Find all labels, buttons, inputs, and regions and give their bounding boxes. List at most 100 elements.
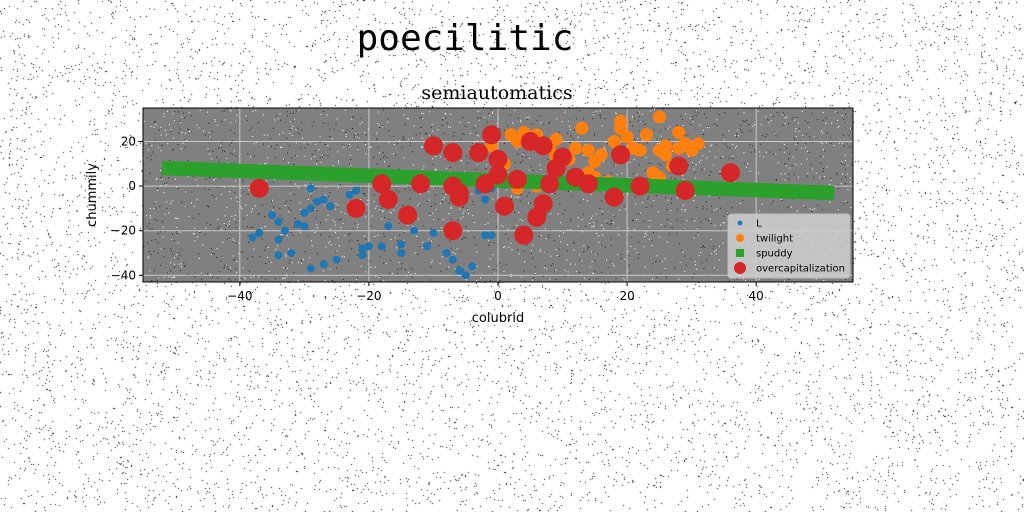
point-overcapitalization xyxy=(346,198,366,218)
point-l xyxy=(384,222,393,231)
point-overcapitalization xyxy=(540,174,560,194)
legend-label: overcapitalization xyxy=(756,264,845,275)
x-tick-label: −20 xyxy=(356,289,381,303)
point-twilight xyxy=(510,135,524,148)
point-l xyxy=(255,228,264,237)
legend-marker xyxy=(734,262,746,274)
point-l xyxy=(326,202,335,211)
point-overcapitalization xyxy=(578,174,598,194)
point-l xyxy=(345,191,354,199)
legend-box xyxy=(727,213,851,279)
data-marks xyxy=(161,110,835,280)
point-l xyxy=(455,266,464,275)
point-overcapitalization xyxy=(249,178,269,198)
plot-noise xyxy=(143,108,854,283)
point-l xyxy=(358,244,367,253)
x-tick-label: 40 xyxy=(749,289,764,303)
point-twilight xyxy=(672,126,686,139)
point-l xyxy=(319,260,328,269)
point-overcapitalization xyxy=(533,136,553,156)
y-tick-label: 0 xyxy=(128,179,136,193)
point-twilight xyxy=(659,148,673,162)
point-l xyxy=(281,226,289,235)
legend-label: spuddy xyxy=(756,249,793,260)
point-twilight xyxy=(607,135,621,148)
x-axis: −40 −20 0 20 40 xyxy=(227,282,764,303)
point-l xyxy=(306,184,315,193)
point-overcapitalization xyxy=(378,190,398,209)
spuddy-marker xyxy=(820,185,835,200)
point-l xyxy=(306,204,315,213)
chart-title: semiautomatics xyxy=(421,82,572,104)
point-twilight xyxy=(614,114,628,128)
point-overcapitalization xyxy=(669,156,689,176)
legend-marker xyxy=(737,220,743,226)
point-l xyxy=(319,195,328,204)
point-l xyxy=(332,255,341,264)
point-l xyxy=(429,228,438,237)
point-twilight xyxy=(633,143,647,157)
point-overcapitalization xyxy=(604,187,624,207)
point-overcapitalization xyxy=(424,136,443,156)
point-l xyxy=(397,249,406,257)
point-l xyxy=(248,233,257,242)
x-tick-label: 0 xyxy=(494,289,502,303)
point-twilight xyxy=(549,132,563,146)
point-l xyxy=(423,242,431,251)
point-overcapitalization xyxy=(469,143,489,163)
point-l xyxy=(397,240,406,249)
series-overcapitalization xyxy=(249,125,740,245)
point-l xyxy=(313,197,322,206)
point-l xyxy=(481,195,490,204)
point-twilight xyxy=(575,121,589,135)
legend-label: twilight xyxy=(756,234,793,245)
point-twilight xyxy=(594,148,608,162)
legend-marker xyxy=(736,249,744,257)
point-twilight xyxy=(640,128,653,142)
point-overcapitalization xyxy=(482,125,501,145)
y-tick-label: 20 xyxy=(121,134,136,148)
point-l xyxy=(358,251,367,260)
point-overcapitalization xyxy=(495,196,514,216)
point-l xyxy=(410,226,419,235)
point-overcapitalization xyxy=(514,225,534,245)
point-l xyxy=(487,231,496,240)
point-overcapitalization xyxy=(443,221,463,241)
point-l xyxy=(442,249,451,257)
figure-title: poecilitic xyxy=(356,18,574,59)
plot-noise-dark xyxy=(143,108,854,283)
point-overcapitalization xyxy=(720,163,740,183)
y-axis: −40 −20 0 20 xyxy=(111,134,143,282)
point-overcapitalization xyxy=(488,165,508,185)
point-l xyxy=(306,264,315,273)
point-l xyxy=(274,235,283,244)
point-twilight xyxy=(569,141,582,155)
point-twilight xyxy=(659,139,673,153)
point-overcapitalization xyxy=(443,143,463,163)
point-twilight xyxy=(581,143,595,157)
point-l xyxy=(481,231,490,240)
point-overcapitalization xyxy=(398,205,418,225)
point-overcapitalization xyxy=(611,145,631,165)
point-overcapitalization xyxy=(372,174,392,194)
point-overcapitalization xyxy=(533,194,553,214)
point-l xyxy=(274,217,283,226)
y-axis-label: chummily xyxy=(85,163,100,227)
point-l xyxy=(377,242,386,251)
point-overcapitalization xyxy=(411,174,430,194)
x-tick-label: −40 xyxy=(227,289,252,303)
point-overcapitalization xyxy=(675,181,695,200)
point-twilight xyxy=(691,137,705,151)
point-overcapitalization xyxy=(488,149,508,169)
x-tick-label: 20 xyxy=(619,289,634,303)
point-twilight xyxy=(652,110,666,124)
series-l xyxy=(248,184,496,280)
point-overcapitalization xyxy=(507,169,527,189)
y-tick-label: −20 xyxy=(111,224,136,238)
point-l xyxy=(448,255,457,264)
point-overcapitalization xyxy=(630,176,650,196)
point-l xyxy=(461,271,470,280)
x-axis-label: colubrid xyxy=(472,311,524,326)
